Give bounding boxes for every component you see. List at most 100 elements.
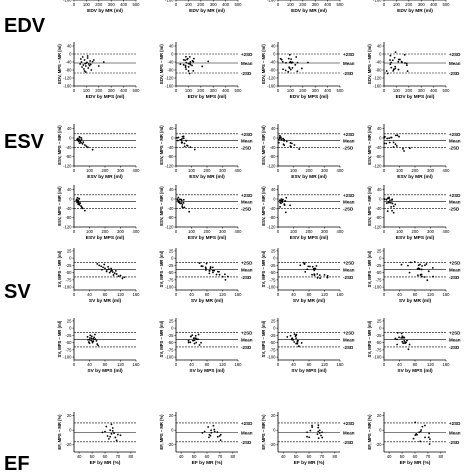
band-label: +2SD: [343, 193, 355, 198]
data-point: [317, 430, 320, 433]
x-tick-label: 200: [412, 229, 420, 234]
data-point: [277, 141, 280, 144]
x-tick-label: 100: [396, 168, 404, 173]
data-point: [114, 436, 117, 439]
data-point: [285, 61, 287, 64]
data-point: [117, 433, 119, 436]
data-point: [117, 275, 120, 277]
band-label: Mean: [343, 268, 355, 273]
x-tick-label: 300: [117, 229, 125, 234]
x-tick-label: 200: [405, 88, 413, 93]
data-point: [419, 263, 421, 266]
y-tick-label: -50: [65, 270, 72, 275]
data-point: [218, 273, 221, 276]
data-point: [204, 266, 207, 269]
y-tick-label: -160: [373, 0, 382, 3]
x-axis-label: ESV by MPS (ml): [86, 235, 125, 241]
data-point: [318, 274, 321, 277]
data-point: [121, 277, 124, 280]
data-point: [176, 136, 178, 139]
band-label: -2SD: [343, 275, 354, 280]
data-point: [189, 146, 192, 149]
data-point: [186, 144, 189, 147]
data-point: [307, 61, 309, 64]
y-tick-label: -25: [269, 263, 276, 268]
x-tick-label: 120: [427, 362, 435, 367]
data-point: [103, 263, 106, 266]
data-point: [291, 67, 294, 69]
band-label: Mean: [241, 61, 253, 66]
data-point: [279, 201, 282, 204]
data-point: [282, 137, 285, 140]
data-point: [210, 429, 212, 432]
x-tick-label: 300: [210, 88, 218, 93]
data-point: [293, 341, 296, 343]
band-label: +2SD: [343, 52, 355, 57]
data-point: [210, 431, 213, 434]
y-tick-label: 40: [377, 126, 382, 131]
y-tick-label: -160: [267, 84, 276, 89]
y-tick-label: -80: [375, 68, 382, 73]
data-point: [280, 138, 283, 141]
data-point: [392, 205, 395, 208]
band-label: Mean: [241, 199, 253, 204]
data-point: [408, 271, 411, 274]
data-point: [420, 275, 423, 278]
y-tick-label: -100: [267, 355, 276, 360]
data-point: [182, 198, 185, 201]
data-point: [119, 434, 122, 437]
band-label: Mean: [343, 338, 355, 343]
y-tick-label: 40: [169, 187, 174, 192]
y-axis-label: ESV, MPS – MR (ml): [159, 125, 164, 165]
band-label: +2SD: [343, 260, 355, 265]
data-point: [397, 60, 400, 63]
x-axis-label: ESV by MR (ml): [189, 174, 225, 180]
data-point: [193, 57, 195, 60]
data-point: [81, 66, 83, 68]
x-axis-label: ESV by MPS (ml): [188, 235, 227, 241]
data-point: [281, 60, 284, 63]
y-tick-label: -160: [267, 0, 276, 3]
x-tick-label: 80: [438, 454, 443, 459]
data-point: [277, 138, 280, 141]
data-point: [96, 263, 99, 265]
data-point: [182, 63, 185, 66]
data-point: [401, 335, 404, 338]
data-point: [402, 342, 405, 345]
data-point: [318, 429, 321, 432]
x-tick-label: 500: [133, 88, 141, 93]
y-tick-label: 25: [271, 318, 276, 323]
x-tick-label: 200: [405, 2, 413, 7]
y-tick-label: -80: [269, 68, 276, 73]
bland-altman-panel: +2SD Mean -2SD 20 0 -20 40 50 60 70 80 EF by MR (%)…: [367, 412, 461, 466]
data-point: [94, 333, 96, 336]
y-tick-label: 0: [69, 256, 72, 261]
data-point: [400, 60, 403, 63]
data-point: [293, 144, 296, 146]
band-label: Mean: [241, 430, 253, 435]
y-tick-label: 25: [271, 248, 276, 253]
x-tick-label: 80: [230, 454, 235, 459]
x-tick-label: 60: [307, 454, 312, 459]
y-tick-label: -75: [65, 347, 72, 352]
data-point: [383, 136, 386, 138]
data-point: [311, 424, 313, 427]
x-tick-label: 300: [321, 229, 329, 234]
x-tick-label: 40: [387, 454, 392, 459]
data-point: [306, 268, 309, 271]
band-label: +2SD: [343, 421, 355, 426]
x-tick-label: 70: [218, 454, 223, 459]
data-point: [109, 429, 112, 432]
y-axis-label: ESV, MPS – MR (ml): [57, 125, 62, 165]
band-label: +2SD: [343, 132, 355, 137]
data-point: [188, 55, 191, 58]
x-axis-label: SV by MPS (ml): [189, 368, 225, 374]
data-point: [185, 55, 187, 58]
data-point: [221, 275, 224, 278]
data-point: [426, 279, 429, 282]
band-label: Mean: [241, 338, 253, 343]
data-point: [389, 199, 391, 202]
data-point: [391, 202, 394, 205]
band-label: +2SD: [449, 330, 461, 335]
